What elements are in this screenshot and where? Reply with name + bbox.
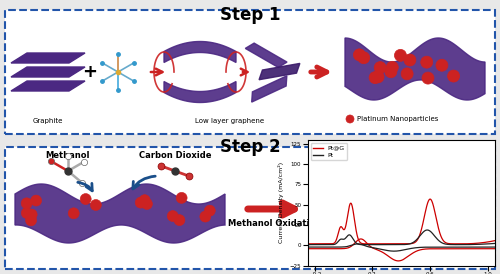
Circle shape xyxy=(176,192,187,203)
Circle shape xyxy=(135,197,146,208)
Circle shape xyxy=(200,211,211,222)
Circle shape xyxy=(30,195,42,206)
Circle shape xyxy=(404,54,416,66)
Circle shape xyxy=(26,215,36,226)
FancyBboxPatch shape xyxy=(5,10,495,134)
Polygon shape xyxy=(259,63,300,80)
Circle shape xyxy=(22,207,32,219)
Text: Platinum Nanoparticles: Platinum Nanoparticles xyxy=(357,116,438,122)
Polygon shape xyxy=(11,81,85,91)
Text: Step 2: Step 2 xyxy=(220,138,280,156)
Circle shape xyxy=(142,198,152,209)
Y-axis label: Current Density (mA/cm²): Current Density (mA/cm²) xyxy=(278,162,284,243)
Circle shape xyxy=(21,198,32,209)
Circle shape xyxy=(369,72,381,84)
Polygon shape xyxy=(164,81,236,102)
FancyArrowPatch shape xyxy=(133,176,155,189)
Circle shape xyxy=(374,62,386,74)
Text: Low layer graphene: Low layer graphene xyxy=(196,118,264,124)
Polygon shape xyxy=(246,43,287,67)
Text: +: + xyxy=(82,63,98,81)
Polygon shape xyxy=(252,76,287,102)
Circle shape xyxy=(385,66,397,78)
Circle shape xyxy=(346,115,354,123)
Legend: Pt@G, Pt: Pt@G, Pt xyxy=(310,143,347,161)
Polygon shape xyxy=(164,41,236,62)
Circle shape xyxy=(448,70,460,82)
Circle shape xyxy=(354,49,366,61)
Circle shape xyxy=(372,71,384,83)
Circle shape xyxy=(68,208,79,219)
Circle shape xyxy=(436,59,448,71)
Polygon shape xyxy=(11,53,85,63)
Circle shape xyxy=(26,209,37,220)
Circle shape xyxy=(358,52,370,64)
Circle shape xyxy=(139,195,150,206)
Circle shape xyxy=(386,61,398,73)
Circle shape xyxy=(420,56,432,68)
Circle shape xyxy=(422,72,434,84)
FancyArrowPatch shape xyxy=(78,182,92,191)
Circle shape xyxy=(168,210,178,222)
Circle shape xyxy=(174,215,185,226)
Circle shape xyxy=(394,49,406,61)
Text: Carbon Dioxide: Carbon Dioxide xyxy=(139,152,211,161)
Text: Step 1: Step 1 xyxy=(220,6,280,24)
FancyBboxPatch shape xyxy=(5,147,495,269)
Text: Methanol: Methanol xyxy=(46,152,90,161)
Circle shape xyxy=(90,199,102,210)
Circle shape xyxy=(80,193,91,205)
Circle shape xyxy=(401,68,413,80)
Polygon shape xyxy=(11,67,85,77)
Polygon shape xyxy=(345,38,485,100)
Text: Graphite: Graphite xyxy=(33,118,63,124)
Circle shape xyxy=(204,205,216,216)
Polygon shape xyxy=(15,184,225,243)
Text: Methanol Oxidation: Methanol Oxidation xyxy=(228,219,322,229)
